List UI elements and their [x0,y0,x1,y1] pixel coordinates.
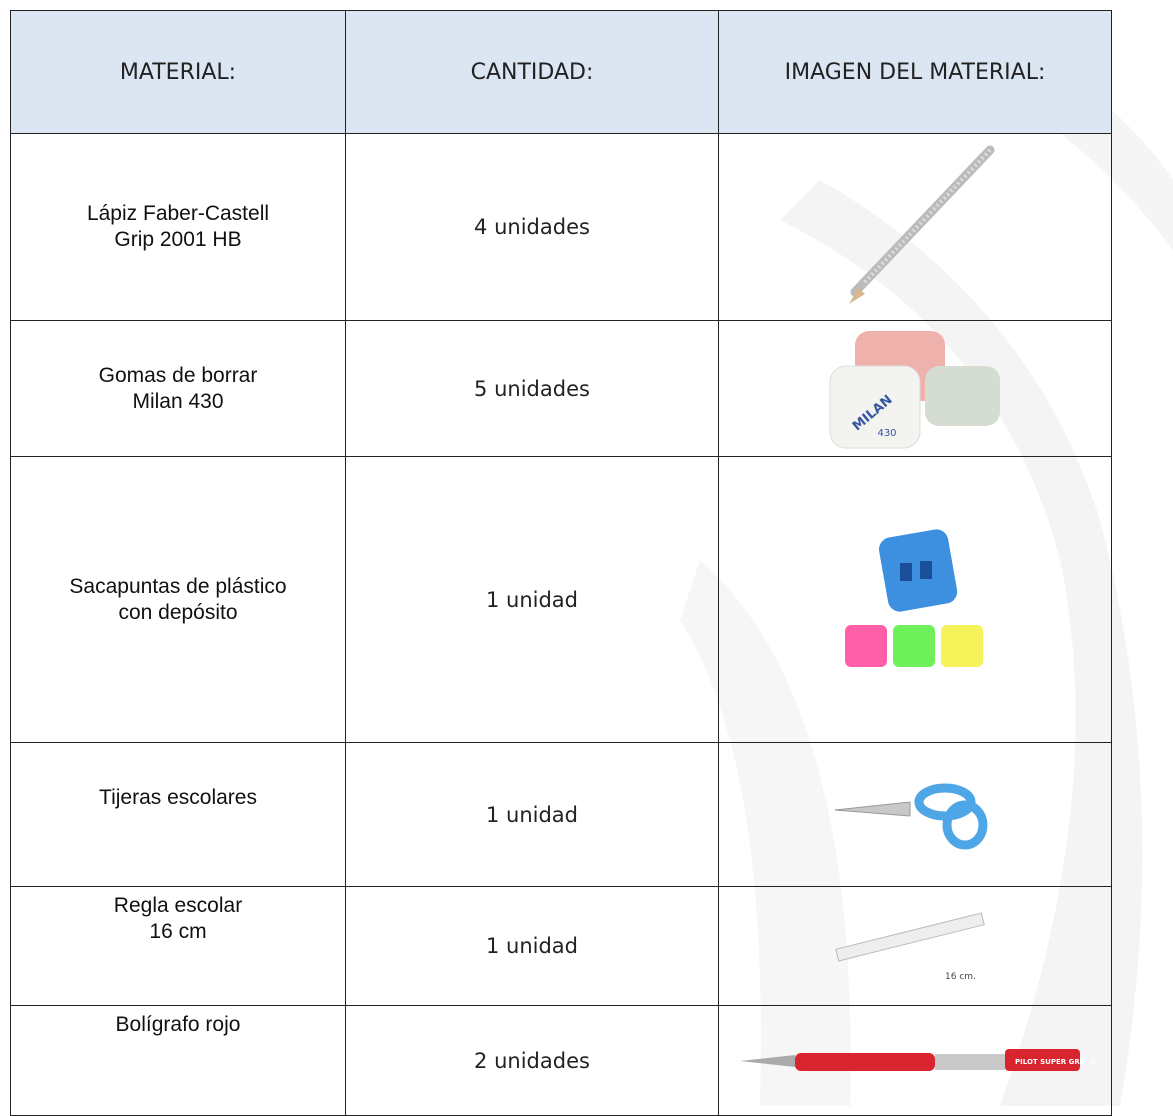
material-line: Gomas de borrar [98,363,258,387]
material-line: Tijeras escolares [99,786,257,809]
pen-image: PILOT SUPER GRIP (M) [740,1048,1095,1071]
row: Bolígrafo rojo 2 unidades PILOT SUPER GR… [10,1005,1112,1116]
eraser-image: MILAN 430 [829,331,1000,449]
material-line: Regla escolar [113,894,243,917]
row: Regla escolar 16 cm 1 unidad 16 cm. [10,886,1112,1006]
quantity-cell: 1 unidad [345,742,719,887]
materials-table: MATERIAL: CANTIDAD: IMAGEN DEL MATERIAL:… [10,10,1112,1116]
image-cell [718,133,1112,321]
image-cell: 16 cm. [718,886,1112,1006]
header-cell: CANTIDAD: [345,10,719,134]
image-text: PILOT SUPER GRIP (M) [1015,1058,1095,1066]
material-line: Lápiz Faber-Castell [86,202,270,225]
material-cell: Gomas de borrar Milan 430 [10,320,346,457]
image-text: 16 cm. [945,972,976,982]
material-line: Bolígrafo rojo [115,1013,241,1036]
image-cell [718,742,1112,887]
row: Gomas de borrar Milan 430 5 unidades MILA… [10,320,1112,457]
material-cell: Regla escolar 16 cm [10,886,346,1006]
sharpener-image [845,528,983,667]
image-cell: PILOT SUPER GRIP (M) [718,1005,1112,1116]
quantity-cell: 4 unidades [345,133,719,321]
quantity-cell: 5 unidades [345,320,719,457]
row: Sacapuntas de plástico con depósito 1 uni… [10,456,1112,743]
header-row: MATERIAL: CANTIDAD: IMAGEN DEL MATERIAL: [10,10,1112,134]
header-cell: IMAGEN DEL MATERIAL: [718,10,1112,134]
header-cell: MATERIAL: [10,10,346,134]
ruler-image: 16 cm. [835,912,985,982]
quantity-cell: 1 unidad [345,886,719,1006]
material-line: Sacapuntas de plástico [69,574,287,598]
material-cell: Bolígrafo rojo [10,1005,346,1116]
row: Tijeras escolares 1 unidad [10,742,1112,887]
image-cell: MILAN 430 [718,320,1112,457]
material-cell: Sacapuntas de plástico con depósito [10,456,346,743]
material-line: 16 cm [149,920,207,943]
material-cell: Lápiz Faber-Castell Grip 2001 HB [10,133,346,321]
scissors-image [834,783,988,849]
quantity-cell: 2 unidades [345,1005,719,1116]
row: Lápiz Faber-Castell Grip 2001 HB 4 unidad… [10,133,1112,321]
material-cell: Tijeras escolares [10,742,346,887]
material-line: Milan 430 [132,389,224,413]
material-line: Grip 2001 HB [114,228,242,251]
material-line: con depósito [118,600,238,624]
pencil-image [849,145,995,304]
quantity-cell: 1 unidad [345,456,719,743]
image-text: 430 [877,428,896,439]
image-cell [718,456,1112,743]
